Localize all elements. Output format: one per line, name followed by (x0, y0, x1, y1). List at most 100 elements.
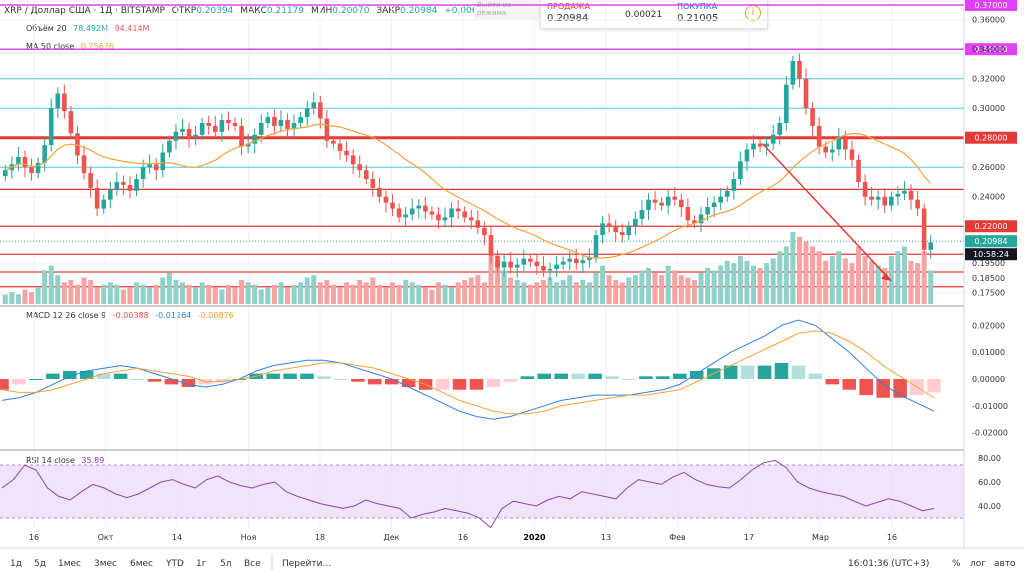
volume-bar (127, 287, 133, 304)
macd-hist-bar (351, 379, 365, 382)
volume-bar (390, 282, 396, 304)
x-tick: Окт (98, 533, 114, 542)
candle (75, 133, 80, 156)
volume-bar (495, 260, 501, 304)
volume-bar (245, 282, 251, 304)
auto-toggle[interactable]: авто (994, 559, 1016, 569)
candle (902, 190, 907, 194)
volume-bar (521, 282, 527, 304)
macd-hist-bar (334, 379, 348, 380)
volume-bar (757, 268, 763, 304)
volume-bar (560, 280, 566, 304)
volume-bar (383, 287, 389, 304)
candle (928, 242, 934, 250)
volume-bar (626, 277, 632, 304)
macd-v1: -0.00388 (112, 311, 149, 320)
candle (383, 196, 389, 203)
volume-bar (435, 282, 441, 304)
trend-arrowhead (881, 272, 892, 281)
period-button[interactable]: Все (244, 559, 261, 569)
volume-bar (672, 270, 678, 304)
last-price-bg (965, 235, 1017, 248)
volume-bar (199, 282, 205, 304)
log-toggle[interactable]: лог (970, 559, 986, 569)
ma50-line (5, 123, 932, 259)
percent-toggle[interactable]: % (952, 559, 961, 569)
symbol-title[interactable]: XRP / Доллар США · 1Д · BITSTAMP (4, 6, 165, 16)
macd-tick: -0.02000 (972, 429, 1008, 438)
sell-value[interactable]: 0.20984 (547, 13, 589, 24)
volume-bar (193, 287, 199, 304)
volume-bar (770, 258, 776, 304)
volume-bar (573, 282, 579, 304)
ma-value: 0.25626 (80, 42, 114, 51)
volume-bar (777, 251, 783, 304)
volume-bar (632, 275, 638, 304)
candle (652, 199, 658, 203)
volume-bar (344, 282, 350, 304)
volume-bar (271, 284, 277, 304)
period-button[interactable]: 1д (10, 559, 22, 569)
volume-bar (186, 284, 192, 304)
macd-hist-bar (673, 373, 687, 379)
macd-hist-bar (791, 365, 806, 379)
sell-label[interactable]: ПРОДАЖА (547, 2, 590, 11)
candle (528, 258, 533, 262)
period-button[interactable]: 1г (196, 559, 207, 569)
rsi-legend[interactable]: RSI 14 close 35.89 (26, 456, 108, 465)
volume-bar (68, 280, 74, 304)
candle (206, 122, 212, 126)
volume-bar (639, 270, 645, 304)
volume-bar (324, 280, 330, 304)
volume-bar (796, 236, 802, 304)
macd-hist-bar (740, 365, 755, 379)
volume-bar (606, 275, 612, 304)
volume-bar (55, 275, 61, 304)
volume-bar (337, 287, 343, 304)
buy-label[interactable]: ПОКУПКА (677, 2, 718, 11)
candle (121, 181, 126, 185)
candle (810, 108, 815, 126)
ma-legend[interactable]: MA 50 close 0.25626 (26, 42, 118, 51)
period-button[interactable]: 5д (34, 559, 46, 569)
volume-bar (698, 272, 704, 304)
macd-legend[interactable]: MACD 12 26 close 9 -0.00388 -0.01264 -0.… (26, 311, 238, 320)
candle (633, 218, 638, 227)
macd-hist-bar (401, 379, 416, 388)
volume-bar (790, 232, 796, 304)
signal-line (1, 330, 935, 415)
period-button[interactable]: 5л (220, 559, 231, 569)
volume-bar (816, 251, 822, 304)
buy-value[interactable]: 0.21005 (677, 13, 719, 24)
rsi-value: 35.89 (81, 456, 105, 465)
candle (442, 217, 448, 221)
candle (409, 208, 415, 215)
volume-bar (15, 294, 21, 304)
x-tick: 2020 (523, 533, 546, 542)
period-button[interactable]: 3мес (94, 559, 117, 569)
candle (449, 208, 454, 218)
candle (396, 208, 402, 218)
goto-button[interactable]: Перейти... (282, 559, 331, 569)
candle (560, 261, 566, 265)
candle (423, 205, 428, 212)
rsi-tick: 40.00 (978, 502, 1001, 511)
volume-bar (88, 280, 94, 304)
period-button[interactable]: YTD (165, 559, 184, 569)
period-button[interactable]: 1мес (58, 559, 81, 569)
candle (757, 143, 763, 147)
period-button[interactable]: 6мес (130, 559, 153, 569)
candle (921, 208, 927, 250)
volume-bar (206, 284, 212, 304)
volume-legend[interactable]: Объём 20 78.492M 94.414M (26, 24, 153, 33)
volume-bar (22, 289, 28, 304)
macd-hist-bar (859, 379, 873, 396)
rsi-band (0, 465, 964, 518)
candle (344, 151, 349, 156)
ma-name: MA 50 close (26, 42, 75, 51)
macd-hist-bar (876, 379, 890, 398)
candle (62, 93, 67, 112)
candle (593, 235, 599, 258)
candle (311, 102, 317, 109)
